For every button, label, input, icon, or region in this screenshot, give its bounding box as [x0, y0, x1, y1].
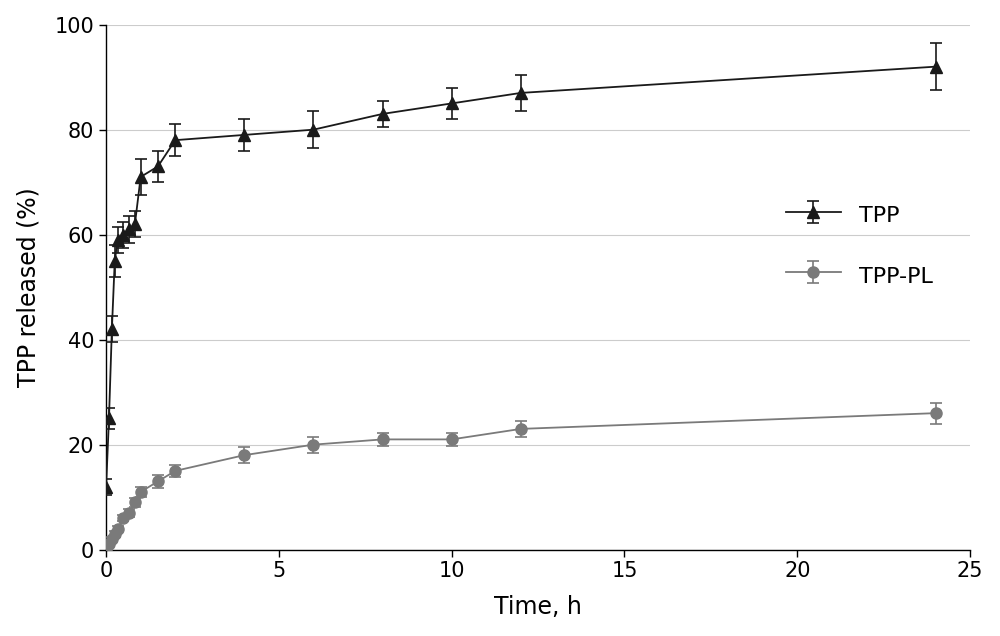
X-axis label: Time, h: Time, h	[494, 595, 582, 619]
Legend: TPP, TPP-PL: TPP, TPP-PL	[777, 193, 942, 298]
Y-axis label: TPP released (%): TPP released (%)	[17, 187, 41, 387]
